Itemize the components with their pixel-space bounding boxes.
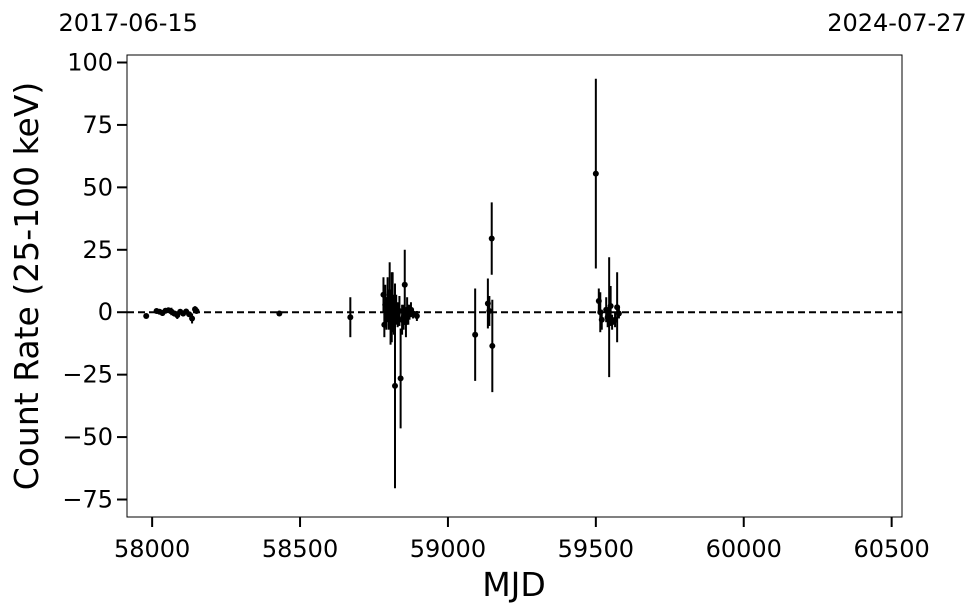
x-tick-label: 58500 (262, 535, 338, 563)
x-tick-label: 58000 (114, 535, 190, 563)
data-point (413, 312, 420, 319)
data-point (488, 235, 495, 242)
y-axis: 100 75 50 25 0 −25 −50 −75 (62, 48, 127, 514)
data-point (186, 311, 193, 318)
data-point (189, 315, 196, 322)
data-point (607, 302, 614, 309)
data-point (592, 170, 599, 177)
data-point (391, 382, 398, 389)
y-axis-title: Count Rate (25-100 keV) (7, 82, 46, 491)
data-point (486, 307, 493, 314)
x-tick-label: 59000 (410, 535, 486, 563)
data-points (143, 78, 622, 489)
y-tick-label: 25 (82, 236, 113, 264)
data-point (347, 314, 354, 321)
data-point (396, 307, 403, 314)
data-point (276, 310, 283, 317)
y-tick-label: 75 (82, 111, 113, 139)
data-point (397, 375, 404, 382)
data-point (472, 331, 479, 338)
top-axis-labels: 2017-06-15 2024-07-27 (58, 9, 966, 37)
x-tick-label: 60500 (853, 535, 929, 563)
x-tick-label: 59500 (558, 535, 634, 563)
data-point (401, 281, 408, 288)
plot-area-frame (126, 54, 903, 518)
y-tick-label: −75 (62, 486, 113, 514)
x-axis: 58000 58500 59000 59500 60000 60500 (114, 517, 930, 563)
top-date-label: 2024-07-27 (827, 9, 966, 37)
data-point (193, 307, 200, 314)
y-tick-label: −50 (62, 423, 113, 451)
data-point (598, 316, 605, 323)
data-point (489, 342, 496, 349)
y-tick-label: 50 (82, 173, 113, 201)
data-point (615, 310, 622, 317)
data-point (143, 312, 150, 319)
x-tick-label: 60000 (706, 535, 782, 563)
y-tick-label: −25 (62, 361, 113, 389)
y-tick-label: 100 (67, 48, 113, 76)
x-axis-title: MJD (482, 565, 546, 604)
y-tick-label: 0 (98, 298, 113, 326)
top-date-label: 2017-06-15 (58, 9, 197, 37)
